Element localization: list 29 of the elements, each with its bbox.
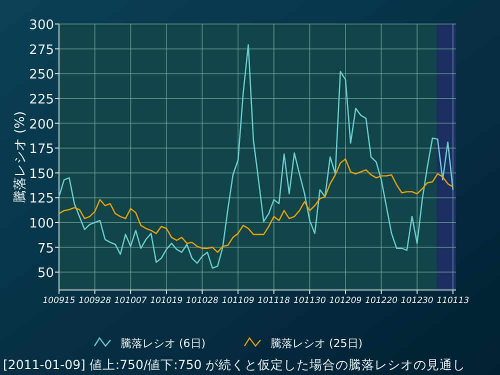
y-tick-label: 125 xyxy=(29,192,54,207)
x-tick-label: 101109 xyxy=(222,296,254,306)
y-tick-label: 150 xyxy=(29,166,54,182)
x-tick-label: 100928 xyxy=(78,296,112,306)
x-tick-label: 101220 xyxy=(365,296,398,306)
y-tick-label: 275 xyxy=(29,42,54,58)
x-tick-label: 101007 xyxy=(114,296,148,306)
x-tick-label: 101230 xyxy=(400,296,434,306)
y-tick-label: 175 xyxy=(29,142,54,158)
x-tick-label: 101130 xyxy=(293,296,326,306)
line-series xyxy=(58,44,454,269)
y-tick-label: 200 xyxy=(29,117,54,132)
line-series xyxy=(58,158,454,253)
y-axis-title: 騰落レシオ (%) xyxy=(13,111,28,203)
text: [2011-01-09] 値上:750/値下:750 が続くと仮定した場合の騰落レシオの見通し xyxy=(3,357,466,372)
y-tick-label: 75 xyxy=(37,241,54,256)
x-tick-label: 110113 xyxy=(436,296,470,306)
x-tick-label: 101209 xyxy=(329,296,362,306)
y-tick-label: 50 xyxy=(37,266,54,282)
y-tick-label: 300 xyxy=(29,18,54,33)
y-tick-label: 250 xyxy=(29,68,54,83)
y-tick-label: 100 xyxy=(29,216,54,232)
x-tick-label: 100915 xyxy=(42,296,76,306)
x-tick-label: 101028 xyxy=(186,296,220,306)
legend-label: 騰落レシオ (6日) xyxy=(120,337,206,350)
y-tick-label: 225 xyxy=(29,92,54,108)
x-tick-label: 101118 xyxy=(258,296,291,306)
legend-label: 騰落レシオ (25日) xyxy=(270,337,363,350)
x-tick-label: 101019 xyxy=(150,296,183,306)
